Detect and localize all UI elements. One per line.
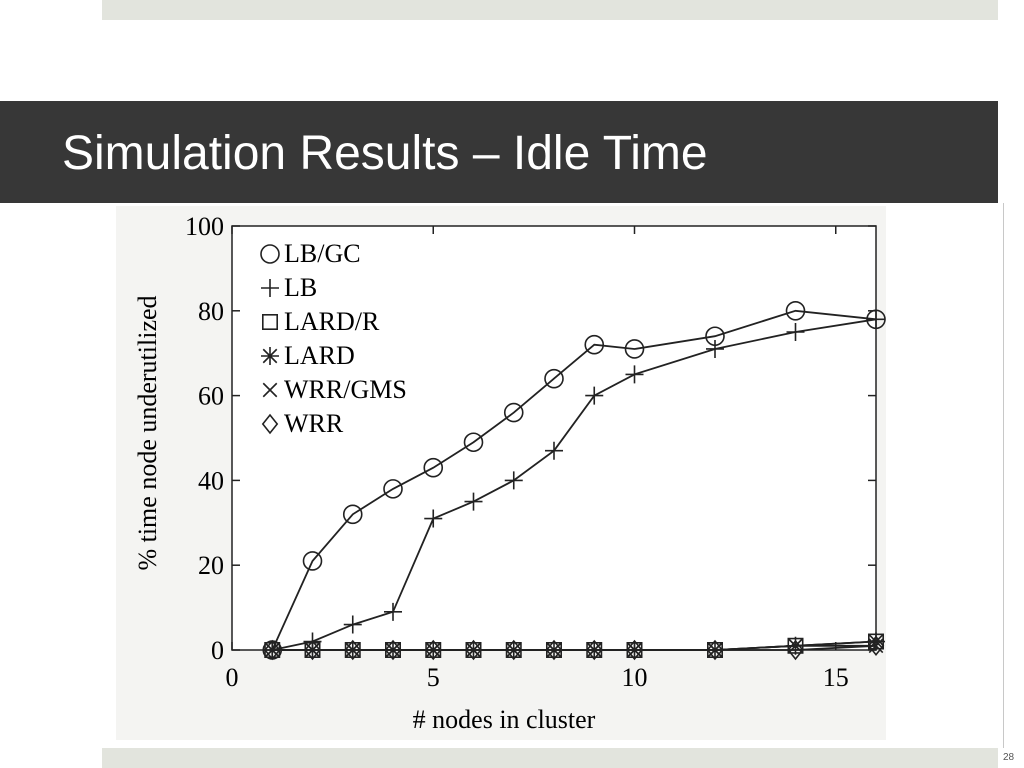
marker-square	[505, 641, 522, 658]
marker-plus	[585, 386, 604, 405]
marker-plus	[504, 471, 523, 490]
marker-square	[344, 641, 361, 658]
marker-circle	[260, 244, 280, 264]
marker-circle	[503, 402, 524, 423]
idle-time-chart: 0 20 40 60 80 100 0 5 10 15 LB/GC LB LARD/R LARD WRR/…	[116, 206, 886, 740]
marker-plus	[384, 602, 402, 621]
marker-square	[545, 641, 562, 658]
marker-plus	[343, 615, 362, 634]
series-lb-gc	[262, 301, 886, 660]
legend-label: LB/GC	[284, 239, 361, 268]
marker-square	[626, 641, 643, 658]
legend-item: LB	[261, 273, 317, 302]
marker-diamond	[787, 639, 804, 661]
marker-plus	[545, 441, 563, 460]
marker-circle	[544, 368, 564, 389]
y-tick-label: 100	[185, 212, 224, 241]
y-tick-label: 20	[198, 551, 224, 580]
marker-square	[787, 637, 804, 654]
marker-plus	[303, 632, 322, 651]
marker-circle	[785, 301, 806, 321]
marker-square	[425, 641, 442, 658]
legend-item: LARD	[261, 341, 355, 370]
marker-cross	[262, 382, 278, 398]
legend-label: LARD	[284, 341, 355, 370]
legend-label: LARD/R	[284, 307, 380, 336]
marker-diamond	[867, 635, 885, 657]
marker-circle	[463, 432, 484, 453]
marker-square	[586, 641, 603, 658]
top-accent-bar	[102, 0, 998, 20]
x-tick-label: 0	[226, 663, 239, 692]
marker-circle	[302, 551, 323, 571]
legend-item: WRR	[261, 409, 344, 438]
marker-plus	[786, 323, 805, 341]
chart-image: 0 20 40 60 80 100 0 5 10 15 LB/GC LB LARD/R LARD WRR/…	[116, 206, 886, 740]
marker-plus	[464, 492, 483, 511]
legend-item: WRR/GMS	[262, 375, 407, 404]
marker-square	[262, 314, 279, 331]
y-axis-label: % time node underutilized	[133, 295, 162, 570]
x-tick-label: 5	[427, 663, 440, 692]
marker-circle	[262, 640, 283, 660]
slide-title: Simulation Results – Idle Time	[62, 127, 708, 180]
marker-circle	[383, 479, 403, 499]
marker-square	[465, 641, 482, 658]
legend-label: WRR/GMS	[284, 375, 407, 404]
marker-plus	[625, 365, 644, 384]
marker-square	[867, 633, 884, 650]
x-tick-label: 10	[622, 663, 648, 692]
marker-circle	[423, 457, 444, 478]
legend-label: WRR	[284, 409, 344, 438]
legend-item: LARD/R	[262, 307, 380, 336]
series-line	[271, 309, 877, 651]
marker-plus	[261, 279, 279, 297]
marker-circle	[584, 334, 605, 355]
page-number: 28	[1003, 752, 1015, 763]
marker-star	[261, 347, 279, 365]
x-tick-label: 15	[823, 663, 849, 692]
marker-square	[706, 641, 723, 658]
series-line	[272, 640, 877, 651]
marker-circle	[705, 326, 725, 347]
y-tick-label: 80	[198, 297, 224, 326]
marker-square	[384, 641, 401, 658]
legend-label: LB	[284, 273, 317, 302]
marker-diamond	[261, 413, 279, 435]
legend-item: LB/GC	[260, 239, 361, 268]
marker-plus	[263, 641, 282, 659]
x-axis-label: # nodes in cluster	[413, 705, 596, 734]
y-tick-label: 40	[198, 466, 224, 495]
marker-circle	[342, 504, 363, 525]
marker-circle	[866, 309, 886, 330]
y-tick-label: 60	[198, 382, 224, 411]
plot-area	[231, 225, 877, 651]
marker-circle	[624, 339, 645, 359]
bottom-accent-bar	[102, 748, 998, 768]
marker-plus	[706, 339, 724, 358]
right-divider	[1003, 203, 1004, 748]
marker-plus	[424, 509, 443, 528]
title-band	[0, 101, 998, 203]
y-tick-label: 0	[211, 636, 224, 665]
